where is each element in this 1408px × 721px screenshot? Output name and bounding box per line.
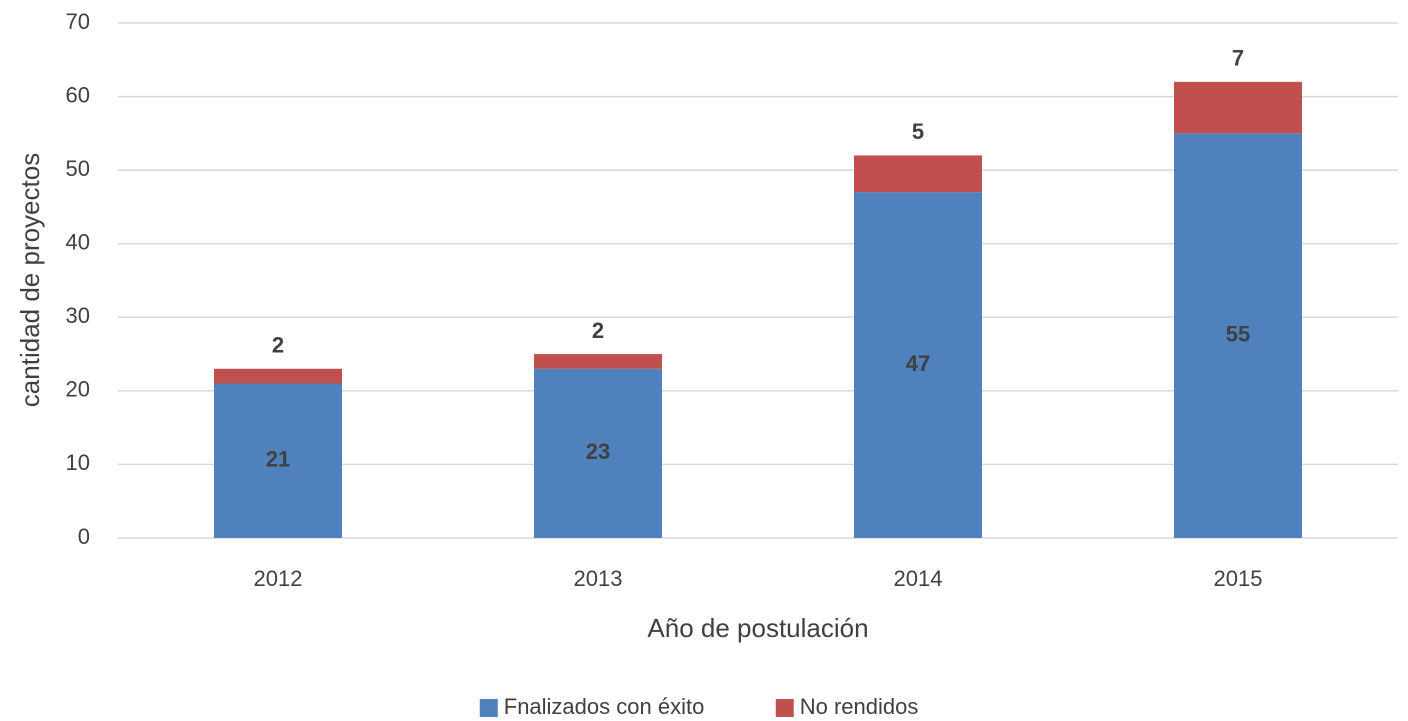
bar-segment xyxy=(854,192,982,538)
y-tick-label: 10 xyxy=(66,450,90,475)
bar-segment xyxy=(854,155,982,193)
bar-segment xyxy=(1174,81,1302,134)
y-tick-label: 30 xyxy=(66,303,90,328)
legend-label: No rendidos xyxy=(800,694,919,719)
x-tick-label: 2013 xyxy=(574,566,623,591)
data-label: 55 xyxy=(1226,321,1250,346)
data-label: 21 xyxy=(266,447,290,472)
y-axis-title: cantidad de proyectos xyxy=(15,153,45,407)
data-label: 23 xyxy=(586,439,610,464)
legend-swatch xyxy=(479,699,498,717)
legend-swatch xyxy=(775,699,794,717)
data-label: 7 xyxy=(1232,46,1244,71)
data-label: 2 xyxy=(272,333,284,358)
y-tick-label: 20 xyxy=(66,377,90,402)
y-tick-label: 70 xyxy=(66,9,90,34)
data-label: 5 xyxy=(912,119,924,144)
data-label: 47 xyxy=(906,351,930,376)
bar-segment xyxy=(214,368,342,384)
bar-segment xyxy=(1174,133,1302,538)
bar-segment xyxy=(534,368,662,538)
y-tick-label: 40 xyxy=(66,230,90,255)
legend-label: Fnalizados con éxito xyxy=(504,694,705,719)
x-tick-label: 2015 xyxy=(1214,566,1263,591)
bar-segment xyxy=(214,383,342,538)
x-tick-label: 2014 xyxy=(894,566,943,591)
y-tick-label: 60 xyxy=(66,82,90,107)
bar-segment xyxy=(534,354,662,369)
x-axis-title: Año de postulación xyxy=(647,613,868,643)
y-tick-label: 0 xyxy=(78,524,90,549)
x-tick-label: 2012 xyxy=(254,566,303,591)
y-tick-label: 50 xyxy=(66,156,90,181)
data-label: 2 xyxy=(592,318,604,343)
